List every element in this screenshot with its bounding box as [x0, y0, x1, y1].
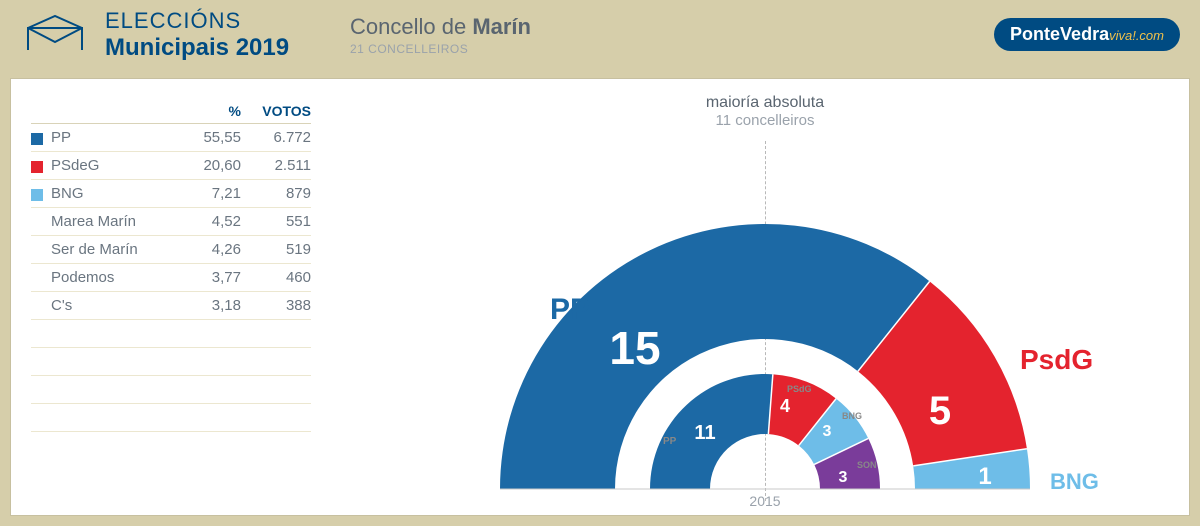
- party-name: PP: [51, 129, 181, 146]
- arc-party-label: PP: [550, 293, 590, 326]
- party-name: Marea Marín: [51, 213, 181, 230]
- party-votes: 388: [241, 297, 311, 314]
- table-row: [31, 376, 311, 404]
- arc-party-label: PsdG: [1020, 344, 1093, 375]
- table-row: [31, 348, 311, 376]
- header-title: Concello de Marín 21 CONCELLEIROS: [350, 14, 531, 56]
- party-name: Podemos: [51, 269, 181, 286]
- majority-title: maioría absoluta: [361, 94, 1169, 112]
- arc-party-label: PSdG: [787, 384, 812, 394]
- table-header: % VOTOS: [31, 99, 311, 124]
- pct-header: %: [181, 103, 241, 119]
- envelope-icon: [20, 10, 90, 60]
- brand-text: ELECCIÓNS Municipais 2019: [105, 8, 289, 62]
- party-pct: 3,77: [181, 269, 241, 286]
- sponsor-logo: PonteVedraviva!.com: [994, 18, 1180, 51]
- table-row: [31, 320, 311, 348]
- header: ELECCIÓNS Municipais 2019 Concello de Ma…: [0, 0, 1200, 70]
- inner-year: 2015: [749, 493, 780, 509]
- councillors-count: 21 CONCELLEIROS: [350, 42, 531, 56]
- chart-area: maioría absoluta 11 concelleiros PP15Psd…: [361, 79, 1169, 515]
- arc-party-label: SON: [857, 460, 877, 470]
- table-row: PP55,556.772: [31, 124, 311, 152]
- table-row: Marea Marín4,52551: [31, 208, 311, 236]
- party-swatch: [31, 273, 43, 285]
- table-row: Podemos3,77460: [31, 264, 311, 292]
- table-row: C's3,18388: [31, 292, 311, 320]
- party-swatch: [31, 161, 43, 173]
- party-votes: 879: [241, 185, 311, 202]
- party-swatch: [31, 301, 43, 313]
- party-swatch: [31, 133, 43, 145]
- arc-seat-count: 3: [839, 469, 848, 486]
- party-pct: 4,52: [181, 213, 241, 230]
- party-pct: 7,21: [181, 185, 241, 202]
- results-table: % VOTOS PP55,556.772PSdeG20,602.511BNG7,…: [31, 99, 311, 432]
- party-swatch: [31, 245, 43, 257]
- main-panel: % VOTOS PP55,556.772PSdeG20,602.511BNG7,…: [10, 78, 1190, 516]
- party-pct: 3,18: [181, 297, 241, 314]
- party-votes: 551: [241, 213, 311, 230]
- arc-seat-count: 3: [823, 423, 832, 440]
- party-swatch: [31, 217, 43, 229]
- arc-seat-count: 15: [609, 322, 660, 374]
- party-name: Ser de Marín: [51, 241, 181, 258]
- municipality-name: Concello de Marín: [350, 14, 531, 40]
- table-row: [31, 404, 311, 432]
- party-pct: 4,26: [181, 241, 241, 258]
- party-name: PSdeG: [51, 157, 181, 174]
- majority-subtitle: 11 concelleiros: [361, 112, 1169, 129]
- arc-seat-count: 11: [694, 422, 715, 444]
- arc-party-label: BNG: [842, 411, 862, 421]
- table-row: PSdeG20,602.511: [31, 152, 311, 180]
- arc-party-label: BNG: [1050, 469, 1099, 494]
- brand-line1: ELECCIÓNS: [105, 8, 289, 34]
- arc-seat-count: 4: [780, 396, 790, 416]
- table-row: Ser de Marín4,26519: [31, 236, 311, 264]
- party-swatch: [31, 189, 43, 201]
- hemicycle-chart: PP 15 PsdG 5 BNG 1 PP 11 PSdG 4 BNG 3 SON 3: [361, 134, 1169, 504]
- party-name: C's: [51, 297, 181, 314]
- party-pct: 20,60: [181, 157, 241, 174]
- party-votes: 519: [241, 241, 311, 258]
- votes-header: VOTOS: [241, 103, 311, 119]
- party-pct: 55,55: [181, 129, 241, 146]
- party-votes: 2.511: [241, 157, 311, 174]
- arc-party-label: PP: [663, 436, 677, 447]
- party-votes: 460: [241, 269, 311, 286]
- table-row: BNG7,21879: [31, 180, 311, 208]
- brand-line2: Municipais 2019: [105, 34, 289, 62]
- arc-seat-count: 1: [978, 463, 991, 490]
- party-name: BNG: [51, 185, 181, 202]
- party-votes: 6.772: [241, 129, 311, 146]
- arc-seat-count: 5: [929, 389, 951, 433]
